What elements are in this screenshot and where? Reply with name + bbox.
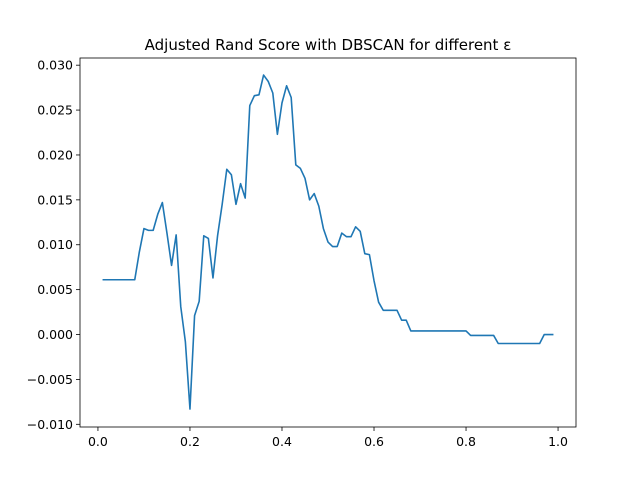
x-tick-label: 0.6 <box>364 434 384 449</box>
y-tick-label: 0.025 <box>37 103 73 118</box>
axes-frame <box>79 57 577 428</box>
y-tick-label: 0.030 <box>37 58 73 73</box>
y-tick-label: 0.020 <box>37 147 73 162</box>
x-tick-label: 0.2 <box>180 434 200 449</box>
x-axis: 0.0 0.2 0.4 0.6 0.8 1.0 <box>88 427 568 449</box>
x-tick-label: 0.4 <box>272 434 292 449</box>
series-line-0 <box>102 74 554 410</box>
x-tick-label: 0.0 <box>88 434 108 449</box>
y-tick-label: 0.015 <box>37 192 73 207</box>
y-tick-label: 0.005 <box>37 282 73 297</box>
y-axis: −0.010 −0.005 0.000 0.005 0.010 0.015 0.020 0.0… <box>27 58 80 432</box>
y-tick-label: 0.010 <box>37 237 73 252</box>
chart-title: Adjusted Rand Score with DBSCAN for diff… <box>145 36 512 54</box>
y-tick-label: 0.000 <box>37 327 73 342</box>
y-tick-label: −0.005 <box>27 372 73 387</box>
x-tick-label: 1.0 <box>548 434 568 449</box>
y-tick-label: −0.010 <box>27 417 73 432</box>
plot-area <box>102 74 554 410</box>
x-tick-label: 0.8 <box>456 434 476 449</box>
